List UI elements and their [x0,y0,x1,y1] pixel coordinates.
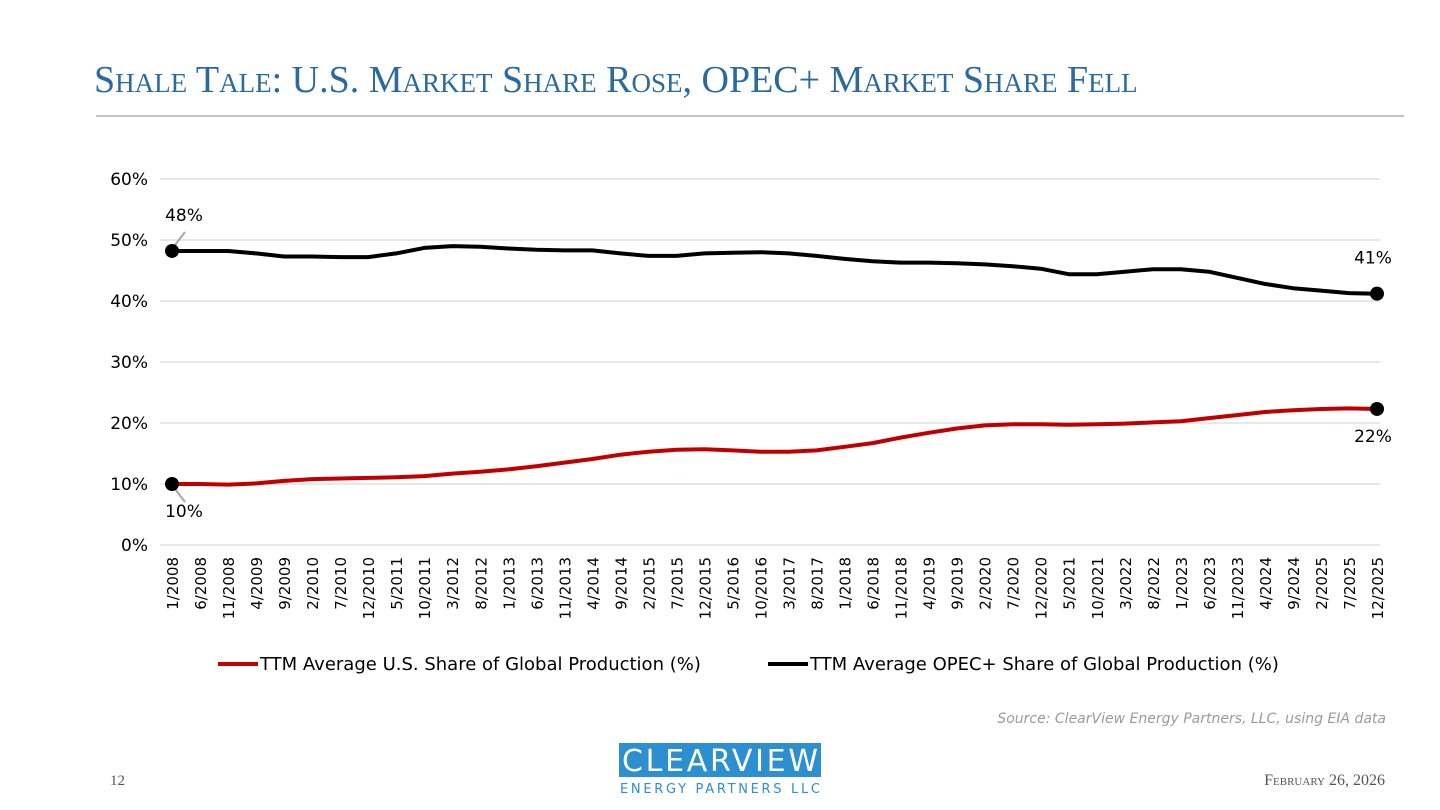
end-marker [1370,401,1384,416]
x-tick-label: 3/2022 [1117,557,1135,610]
data-label: 41% [1354,249,1392,269]
x-tick-label: 4/2024 [1257,557,1275,610]
x-tick-label: 4/2014 [584,557,602,610]
x-tick-label: 2/2025 [1313,557,1331,610]
series-line [172,406,1378,487]
x-tick-label: 1/2023 [1173,557,1191,610]
slide-date: February 26, 2026 [1264,772,1385,789]
x-tick-label: 11/2023 [1229,557,1247,619]
y-tick-label: 0% [121,536,148,556]
x-tick-label: 9/2009 [276,557,294,610]
x-tick-label: 12/2020 [1033,557,1051,619]
x-tick-label: 7/2025 [1341,557,1359,610]
x-tick-label: 8/2022 [1145,557,1163,610]
x-tick-label: 10/2016 [752,557,770,619]
label-leader [174,231,186,246]
x-tick-label: 12/2025 [1369,557,1387,619]
source-note: Source: ClearView Energy Partners, LLC, … [997,711,1386,727]
x-tick-label: 5/2021 [1061,557,1079,610]
y-tick-label: 40% [110,292,148,312]
x-tick-label: 3/2017 [781,557,799,610]
series-line [172,244,1378,296]
y-tick-label: 20% [110,414,148,434]
x-tick-label: 2/2020 [977,557,995,610]
x-tick-label: 10/2011 [416,557,434,619]
y-tick-label: 50% [110,231,148,251]
data-label: 10% [165,502,203,522]
label-leader [174,488,186,503]
logo-bottom: ENERGY PARTNERS LLC [620,782,820,797]
x-tick-label: 6/2013 [528,557,546,610]
data-label: 48% [165,206,203,226]
end-marker [165,477,179,491]
x-tick-label: 4/2009 [248,557,266,610]
x-tick-label: 11/2018 [893,557,911,619]
x-tick-label: 5/2016 [724,557,742,610]
x-tick-label: 9/2024 [1285,557,1303,610]
x-tick-label: 1/2013 [500,557,518,610]
data-label: 22% [1354,427,1392,447]
y-tick-label: 30% [110,353,148,373]
x-tick-label: 6/2008 [192,557,210,610]
x-tick-label: 1/2018 [837,557,855,610]
x-tick-label: 8/2012 [472,557,490,610]
logo-top: CLEARVIEW [622,744,818,779]
x-tick-label: 11/2008 [220,557,238,619]
y-tick-label: 60% [110,170,148,190]
x-tick-label: 5/2011 [388,557,406,610]
x-tick-label: 9/2019 [949,557,967,610]
x-tick-label: 10/2021 [1089,557,1107,619]
page-number: 12 [110,773,125,789]
x-tick-label: 2/2010 [304,557,322,610]
x-tick-label: 2/2015 [640,557,658,610]
x-tick-label: 9/2014 [612,557,630,610]
y-tick-label: 10% [110,475,148,495]
x-tick-label: 6/2023 [1201,557,1219,610]
legend-label: TTM Average OPEC+ Share of Global Produc… [809,654,1279,675]
slide-title: Shale Tale: U.S. Market Share Rose, OPEC… [94,59,1138,101]
x-tick-label: 12/2015 [696,557,714,619]
chart: 0% 10% 20% 30% 40% 50% 60% 1/2008 6/2008 11/2008 4… [110,170,1392,675]
end-marker [1370,286,1384,301]
end-marker [165,243,179,258]
x-tick-label: 7/2015 [668,557,686,610]
x-tick-label: 12/2010 [360,557,378,619]
x-tick-label: 8/2017 [809,557,827,610]
x-tick-label: 3/2012 [444,557,462,610]
x-tick-label: 4/2019 [921,557,939,610]
x-tick-label: 6/2018 [865,557,883,610]
x-tick-label: 11/2013 [556,557,574,619]
logo-box [619,743,821,777]
legend-label: TTM Average U.S. Share of Global Product… [259,654,701,675]
x-tick-label: 7/2010 [332,557,350,610]
x-tick-label: 7/2020 [1005,557,1023,610]
x-tick-label: 1/2008 [164,557,182,610]
